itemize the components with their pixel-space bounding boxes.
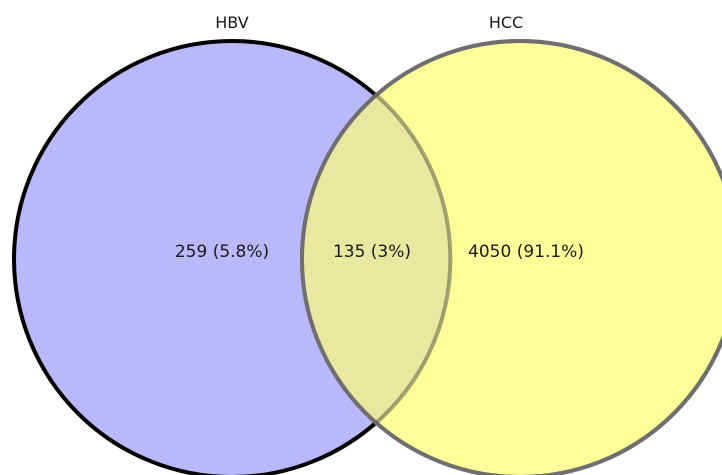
hbv-only-count: 259 (5.8%): [175, 242, 269, 262]
overlap-region: [302, 41, 450, 475]
hbv-set-outline-inner-arc: [374, 93, 453, 425]
hcc-only-count: 4050 (91.1%): [468, 242, 584, 262]
hcc-set-outline: [300, 39, 722, 475]
hbv-set-label: HBV: [215, 13, 249, 32]
hcc-set-label: HCC: [489, 13, 523, 32]
overlap-count: 135 (3%): [333, 242, 411, 262]
